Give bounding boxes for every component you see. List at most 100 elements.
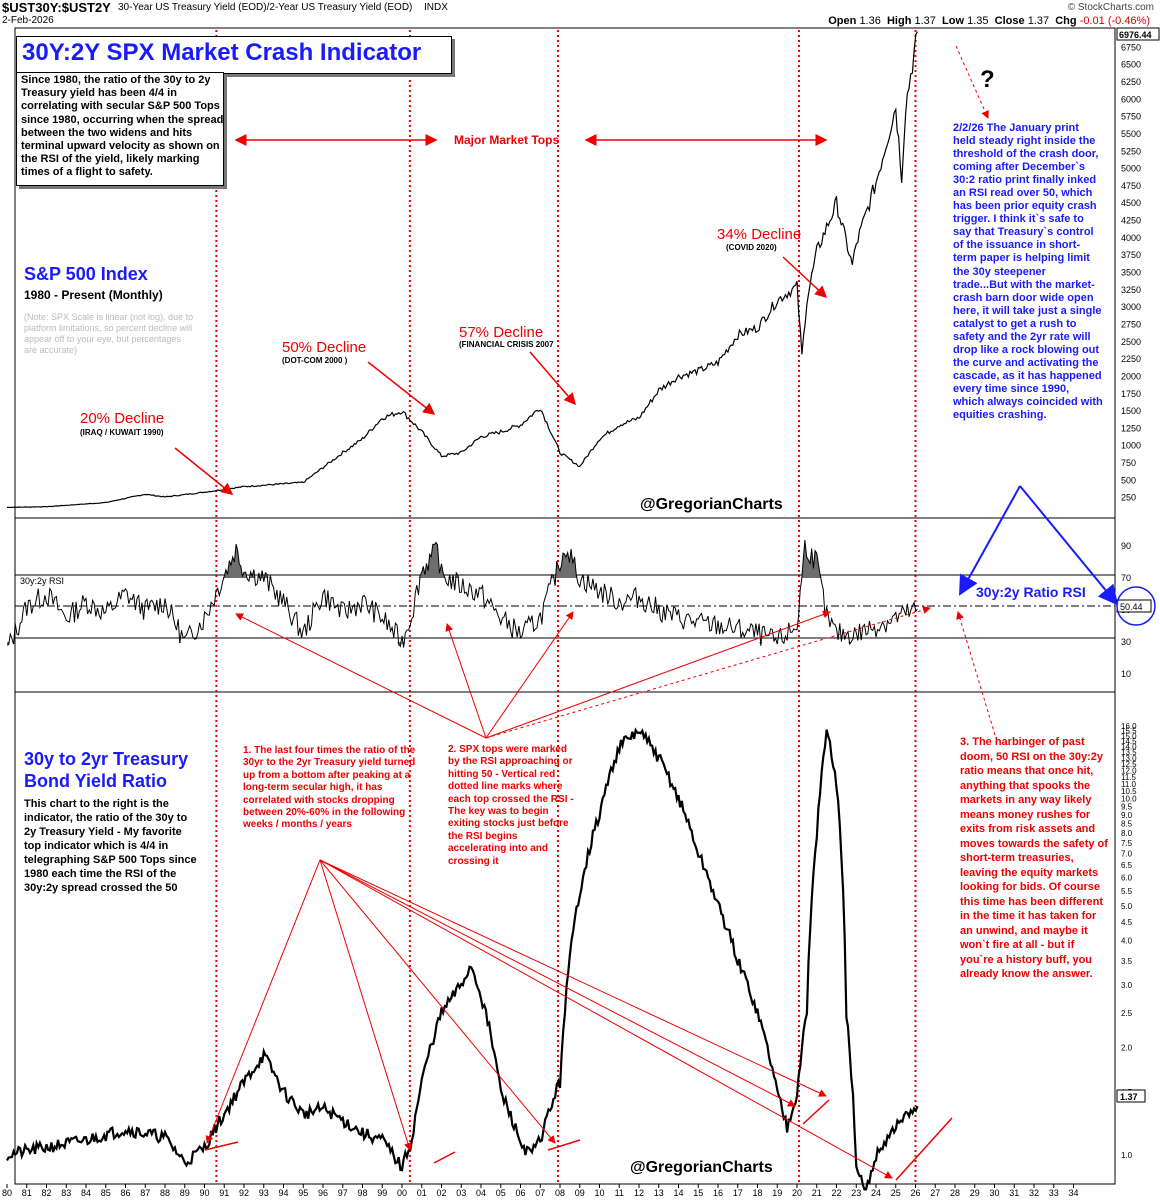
ratio-y-tick-label: 15.5 <box>1121 727 1137 736</box>
note1-arrow <box>319 859 412 1151</box>
rsi-y-tick-label: 90 <box>1121 541 1131 551</box>
note2-arrow <box>485 610 831 739</box>
spx-y-tick-label: 4750 <box>1121 181 1141 191</box>
open-value: 1.36 <box>859 15 881 27</box>
x-tick-label: 18 <box>752 1188 762 1198</box>
x-tick-label: 87 <box>140 1188 150 1198</box>
x-tick-label: 19 <box>772 1188 782 1198</box>
x-tick-label: 25 <box>891 1188 901 1198</box>
ratio-heading: 30y to 2yr Treasury Bond Yield Ratio <box>24 749 189 791</box>
note2-arrow <box>445 623 487 739</box>
ratio-y-tick-label: 13.0 <box>1121 754 1137 763</box>
x-tick-label: 03 <box>456 1188 466 1198</box>
x-tick-label: 90 <box>199 1188 209 1198</box>
trend-underline <box>204 1141 239 1151</box>
x-tick-label: 28 <box>950 1188 960 1198</box>
rsi-oversold-fill <box>7 642 918 648</box>
ratio-y-tick-label: 2.0 <box>1121 1044 1133 1053</box>
x-tick-label: 98 <box>357 1188 367 1198</box>
ratio-y-tick-label: 8.0 <box>1121 829 1133 838</box>
trend-underline <box>547 1139 581 1151</box>
ratio-watermark: @GregorianCharts <box>630 1159 773 1176</box>
trend-underline <box>802 1099 830 1125</box>
ratio-y-tick-label: 7.5 <box>1121 839 1133 848</box>
rsi-y-tick-label: 30 <box>1121 637 1131 647</box>
decline-label-1990: 20% Decline <box>80 410 165 427</box>
x-tick-label: 16 <box>713 1188 723 1198</box>
ratio-y-tick-label: 9.0 <box>1121 811 1133 820</box>
note1-arrow <box>319 859 796 1107</box>
x-tick-label: 04 <box>476 1188 486 1198</box>
ratio-y-tick-label: 12.5 <box>1121 760 1137 769</box>
x-tick-label: 93 <box>259 1188 269 1198</box>
x-tick-label: 96 <box>318 1188 328 1198</box>
rsi-overbought-fill <box>7 540 918 578</box>
ratio-y-tick-label: 15.0 <box>1121 732 1137 741</box>
x-tick-label: 32 <box>1029 1188 1039 1198</box>
note3-arrow <box>956 611 996 736</box>
ohlc-readout: Open 1.36 High 1.37 Low 1.35 Close 1.37 … <box>828 15 1150 27</box>
ratio-note-3: 3. The harbinger of past doom, 50 RSI on… <box>960 736 1108 980</box>
decline-event-2020: (COVID 2020) <box>726 243 777 252</box>
x-tick-label: 81 <box>22 1188 32 1198</box>
spx-last-value-box <box>1116 27 1160 41</box>
spx-y-tick-label: 750 <box>1121 458 1136 468</box>
ratio-y-tick-label: 16.0 <box>1121 722 1137 731</box>
spx-y-tick-label: 5750 <box>1121 112 1141 122</box>
rsi-ratio-label: 30y:2y Ratio RSI <box>976 584 1086 600</box>
spx-subheading: 1980 - Present (Monthly) <box>24 288 163 302</box>
ratio-note-2: 2. SPX tops were marked by the RSI appro… <box>448 744 574 867</box>
x-tick-label: 09 <box>575 1188 585 1198</box>
spx-y-tick-label: 6250 <box>1121 77 1141 87</box>
x-tick-label: 22 <box>831 1188 841 1198</box>
x-tick-label: 29 <box>970 1188 980 1198</box>
x-tick-label: 82 <box>41 1188 51 1198</box>
x-tick-label: 13 <box>654 1188 664 1198</box>
open-label: Open <box>828 15 857 27</box>
ratio-y-tick-label: 13.5 <box>1121 748 1137 757</box>
spx-heading: S&P 500 Index <box>24 264 148 284</box>
spx-y-tick-label: 250 <box>1121 493 1136 503</box>
chart-description: 30-Year US Treasury Yield (EOD)/2-Year U… <box>118 2 413 13</box>
x-tick-label: 12 <box>634 1188 644 1198</box>
spx-y-tick-label: 5000 <box>1121 164 1141 174</box>
low-label: Low <box>942 15 965 27</box>
spx-y-axis-ticks: 6750 6500 6250 6000 5750 5500 5250 5000 4750 4500… <box>1121 42 1141 502</box>
x-tick-label: 85 <box>101 1188 111 1198</box>
x-tick-label: 06 <box>515 1188 525 1198</box>
low-value: 1.35 <box>967 15 989 27</box>
decline-label-2020: 34% Decline <box>717 226 802 243</box>
x-tick-label: 97 <box>338 1188 348 1198</box>
x-tick-label: 05 <box>496 1188 506 1198</box>
x-tick-label: 31 <box>1009 1188 1019 1198</box>
x-tick-label: 00 <box>397 1188 407 1198</box>
ratio-y-tick-label: 4.5 <box>1121 918 1133 927</box>
ratio-y-tick-label: 10.5 <box>1121 787 1137 796</box>
note1-arrow <box>319 859 893 1179</box>
brand-label[interactable]: © StockCharts.com <box>1067 2 1154 13</box>
chart-date: 2-Feb-2026 <box>2 15 54 26</box>
rsi-last-value: 50.44 <box>1120 602 1143 612</box>
ratio-y-tick-label: 8.5 <box>1121 820 1133 829</box>
title-box <box>16 36 452 74</box>
x-tick-label: 92 <box>239 1188 249 1198</box>
ratio-y-tick-label: 3.0 <box>1121 981 1133 990</box>
exchange-label: INDX <box>424 2 448 13</box>
spx-y-tick-label: 4250 <box>1121 216 1141 226</box>
x-tick-label: 27 <box>930 1188 940 1198</box>
spx-series-line <box>6 31 919 509</box>
x-tick-label: 33 <box>1049 1188 1059 1198</box>
rsi-last-value-circle <box>1116 586 1156 626</box>
ratio-last-value: 1.37 <box>1120 1092 1138 1102</box>
ratio-y-tick-label: 1.0 <box>1121 1151 1133 1160</box>
decline-label-2000: 50% Decline <box>282 339 367 356</box>
spx-y-tick-label: 6000 <box>1121 94 1141 104</box>
note2-arrow <box>235 613 487 739</box>
note2-arrow <box>485 611 574 739</box>
note1-arrow <box>205 859 321 1144</box>
x-tick-label: 80 <box>2 1188 12 1198</box>
annotation-arrows <box>174 45 1119 1181</box>
spx-y-tick-label: 3750 <box>1121 250 1141 260</box>
rsi-panel-frame <box>14 517 1116 693</box>
